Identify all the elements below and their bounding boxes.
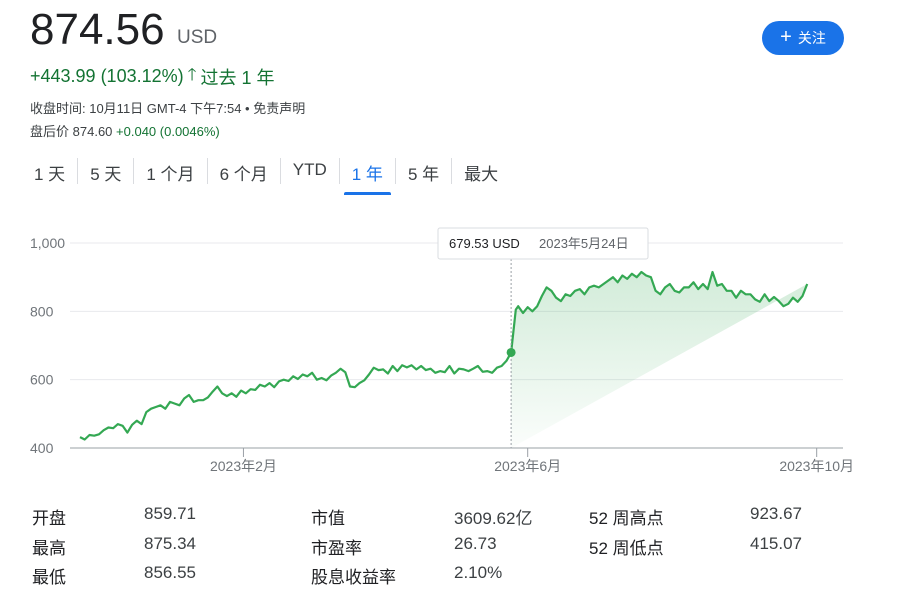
- tab-1-day[interactable]: 1 天: [34, 165, 66, 184]
- stat-market-cap-label: 市值: [311, 509, 345, 528]
- tab-divider: [451, 158, 453, 184]
- tab-5-day[interactable]: 5 天: [90, 165, 122, 184]
- change-period: 过去 1 年: [200, 67, 275, 88]
- price-chart[interactable]: 1,000 800 600 400 2023年2月 2023年6月 2023年10月 67…: [0, 215, 904, 480]
- arrow-up-icon: 🡑: [187, 65, 197, 84]
- tooltip-price: 679.53 USD: [449, 236, 520, 251]
- tab-divider: [394, 158, 396, 184]
- stat-high-value: 875.34: [144, 534, 196, 553]
- stat-low-value: 856.55: [144, 563, 196, 582]
- stat-pe-value: 26.73: [454, 534, 497, 553]
- tooltip-date: 2023年5月24日: [539, 236, 629, 251]
- chart-tooltip: 679.53 USD 2023年5月24日: [437, 227, 649, 260]
- tab-1-month[interactable]: 1 个月: [146, 165, 195, 184]
- tab-5-year[interactable]: 5 年: [407, 165, 440, 184]
- stat-dividend-label: 股息收益率: [311, 568, 396, 587]
- price-area: [511, 272, 808, 448]
- after-hours-row: 盘后价 874.60 +0.040 (0.0046%): [30, 121, 220, 140]
- tooltip-box: [437, 227, 649, 260]
- after-hours-price: 874.60: [72, 124, 113, 139]
- x-tick-label: 2023年2月: [210, 458, 277, 474]
- stat-low-label: 最低: [32, 568, 66, 587]
- x-tick-label: 2023年6月: [494, 458, 561, 474]
- y-tick-label: 800: [30, 303, 54, 319]
- price-line: [79, 270, 809, 441]
- follow-button[interactable]: + 关注: [762, 21, 844, 55]
- price-change: +443.99 (103.12%): [30, 66, 184, 86]
- tab-divider: [77, 158, 79, 184]
- key-stats: 开盘 859.71 最高 875.34 最低 856.55 市值 3609.62…: [32, 502, 872, 592]
- follow-label: 关注: [797, 30, 826, 46]
- stat-dividend-value: 2.10%: [454, 563, 503, 582]
- tab-divider: [133, 158, 135, 184]
- y-tick-label: 400: [30, 440, 54, 456]
- hover-point: [506, 347, 516, 357]
- tab-divider: [206, 158, 208, 184]
- tab-ytd[interactable]: YTD: [292, 160, 327, 179]
- current-price: 874.56: [30, 5, 165, 54]
- stat-market-cap-value: 3609.62亿: [454, 509, 533, 528]
- x-tick-label: 2023年10月: [779, 458, 854, 474]
- stat-52w-low-label: 52 周低点: [589, 539, 664, 558]
- after-hours-label: 盘后价: [30, 124, 70, 139]
- plus-icon: +: [780, 26, 792, 48]
- stat-high-label: 最高: [32, 539, 66, 558]
- stat-52w-low-value: 415.07: [750, 534, 802, 553]
- price-change-row: +443.99 (103.12%) 🡑 过去 1 年: [30, 62, 274, 91]
- tab-max[interactable]: 最大: [464, 165, 499, 184]
- tab-divider: [338, 158, 340, 184]
- tab-1-year[interactable]: 1 年: [340, 154, 395, 195]
- stat-open-label: 开盘: [32, 509, 66, 528]
- stat-52w-high-label: 52 周高点: [589, 509, 664, 528]
- currency-code: USD: [177, 27, 218, 48]
- stat-pe-label: 市盈率: [311, 539, 362, 558]
- close-time: 收盘时间: 10月11日 GMT-4 下午7:54 • 免责声明: [30, 101, 306, 116]
- range-tabs: 1 天 5 天 1 个月 6 个月 YTD 1 年 5 年 最大: [22, 154, 510, 195]
- y-tick-label: 600: [30, 372, 54, 388]
- after-hours-change: +0.040 (0.0046%): [116, 124, 220, 139]
- stat-open-value: 859.71: [144, 504, 196, 523]
- tab-6-month[interactable]: 6 个月: [219, 165, 268, 184]
- stat-52w-high-value: 923.67: [750, 504, 802, 523]
- tab-divider: [279, 158, 281, 184]
- y-tick-label: 1,000: [30, 235, 65, 251]
